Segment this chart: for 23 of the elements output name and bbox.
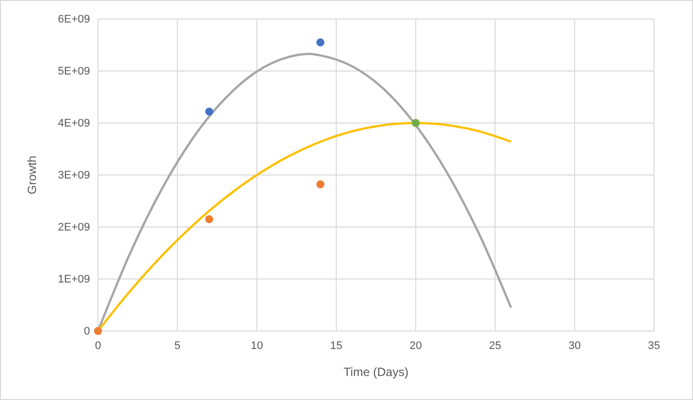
point [316, 38, 324, 46]
point [412, 119, 420, 127]
y-tick-label: 1E+09 [58, 274, 90, 286]
x-tick-label: 20 [410, 340, 422, 352]
x-tick-label: 5 [174, 340, 180, 352]
x-axis-title: Time (Days) [344, 365, 408, 379]
x-tick-label: 0 [94, 340, 102, 352]
y-tick-label: 5E+09 [58, 66, 90, 78]
y-tick-label: 4E+09 [58, 118, 90, 130]
y-axis-title: Growth [25, 156, 39, 194]
y-tick-label: 2E+09 [58, 222, 90, 234]
x-tick-label: 35 [648, 340, 660, 352]
point [205, 215, 214, 224]
x-tick-label: 15 [330, 340, 342, 352]
y-tick-label: 6E+09 [58, 14, 90, 26]
y-tick-label: 3E+09 [58, 170, 90, 182]
y-tick-label: 0 [84, 326, 90, 338]
point [94, 327, 102, 335]
x-tick-label: 10 [250, 340, 263, 352]
x-tick-label: 25 [489, 340, 502, 352]
x-tick-label: 30 [568, 340, 581, 352]
point [205, 108, 214, 116]
point [316, 180, 324, 188]
